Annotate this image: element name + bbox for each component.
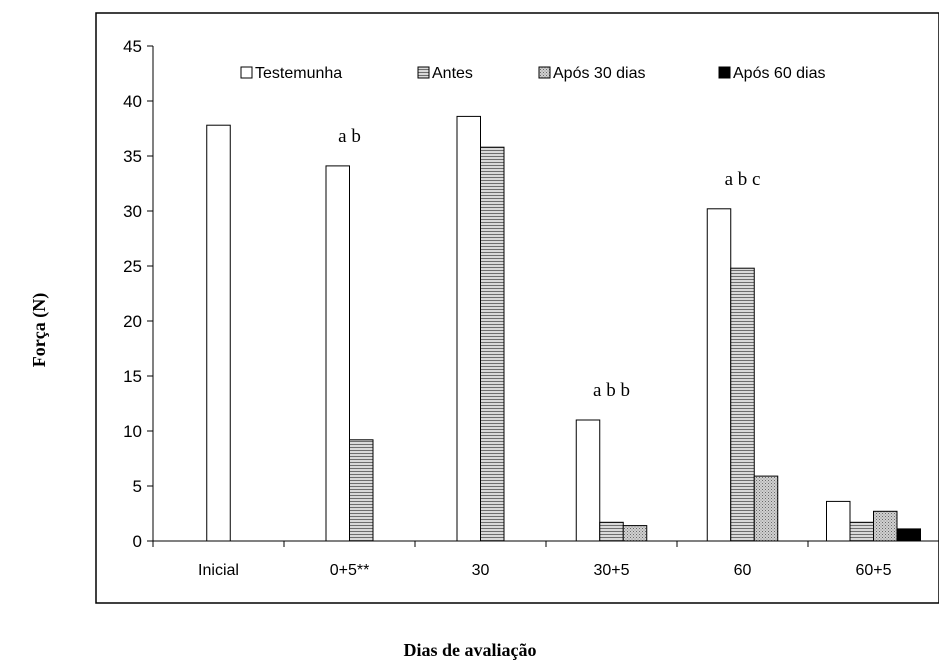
legend-label: Testemunha (255, 65, 342, 82)
bar-antes-60 (730, 267, 755, 542)
legend-swatch (718, 66, 731, 79)
legend-label: Antes (432, 65, 473, 82)
bar-ap-s-30-dias-60 (753, 475, 779, 542)
annotation-label: a b c (725, 169, 761, 190)
bar-ap-s-30-dias-60-5 (873, 510, 898, 542)
legend-swatch (417, 66, 430, 79)
x-axis: Inicial 0+5** 30 30+5 60 60+5 (152, 540, 939, 579)
x-tick-label: 30 (472, 562, 490, 579)
y-tick-label: 30 (123, 202, 142, 221)
legend-label: Após 60 dias (733, 65, 826, 82)
y-tick-label: 0 (133, 532, 142, 551)
y-tick-label: 45 (123, 37, 142, 56)
bar-antes-30-5 (599, 521, 624, 542)
legend-item: Testemunha (240, 65, 342, 82)
y-tick-label: 40 (123, 92, 142, 111)
bar-testemunha-60-5 (826, 500, 851, 542)
y-axis-title: Força (N) (29, 293, 50, 367)
annotation-label: a b b (593, 380, 630, 401)
x-axis-title: Dias de avaliação (404, 640, 537, 660)
y-tick-label: 35 (123, 147, 142, 166)
y-tick-label: 15 (123, 367, 142, 386)
legend-swatch (538, 66, 551, 79)
bars (206, 115, 921, 542)
bar-testemunha-0-5- (325, 165, 350, 542)
bar-antes-30 (480, 146, 505, 542)
bar-testemunha-30-5 (575, 419, 601, 542)
x-tick-label: 60+5 (855, 562, 891, 579)
y-tick-label: 20 (123, 312, 142, 331)
bar-antes-60-5 (849, 521, 874, 542)
x-tick-label: Inicial (198, 562, 239, 579)
bar-ap-s-60-dias-60-5 (896, 528, 921, 542)
bar-testemunha-60 (706, 208, 732, 542)
bar-testemunha-inicial (206, 124, 231, 542)
x-tick-label: 30+5 (593, 562, 629, 579)
y-tick-label: 25 (123, 257, 142, 276)
legend-label: Após 30 dias (553, 65, 646, 82)
bar-antes-0-5- (349, 439, 374, 542)
x-tick-label: 0+5** (330, 562, 370, 579)
legend-item: Após 30 dias (538, 65, 646, 82)
y-tick-label: 10 (123, 422, 142, 441)
y-axis: 0 5 10 15 20 25 30 35 40 45 (123, 37, 154, 551)
chart-frame (95, 12, 939, 604)
legend-item: Antes (417, 65, 473, 82)
y-tick-label: 5 (133, 477, 142, 496)
legend-swatch (240, 66, 253, 79)
bar-testemunha-30 (456, 115, 481, 542)
legend-item: Após 60 dias (718, 65, 826, 82)
legend: Testemunha Antes Após 30 dias Após 60 dias (240, 65, 826, 82)
annotations: a b a b b a b c (338, 126, 760, 401)
x-tick-label: 60 (734, 562, 752, 579)
annotation-label: a b (338, 126, 361, 147)
bar-ap-s-30-dias-30-5 (622, 525, 648, 542)
